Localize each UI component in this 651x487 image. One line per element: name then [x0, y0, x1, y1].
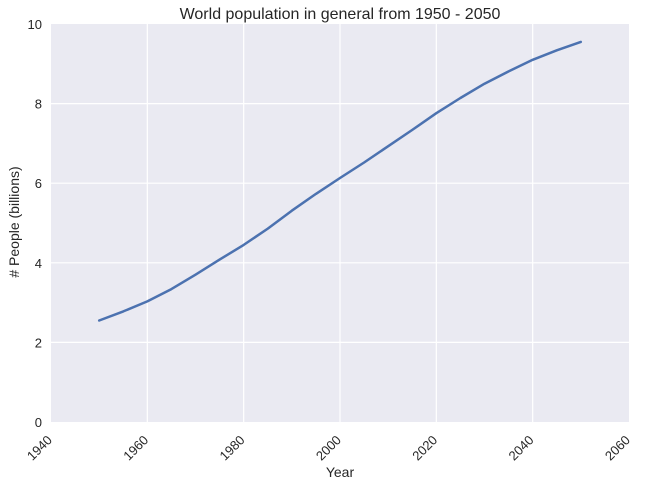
x-tick-label: 2020 [409, 432, 440, 463]
grid [51, 24, 629, 422]
y-tick-label: 4 [35, 256, 42, 271]
x-tick-label: 2040 [506, 432, 537, 463]
y-tick-label: 2 [35, 335, 42, 350]
y-tick-label: 6 [35, 176, 42, 191]
chart-title: World population in general from 1950 - … [180, 6, 501, 23]
y-tick-labels: 0 2 4 6 8 10 [28, 17, 42, 430]
x-axis-label: Year [326, 464, 355, 480]
x-tick-label: 1980 [217, 432, 248, 463]
y-tick-label: 10 [28, 17, 42, 32]
x-tick-labels: 1940 1960 1980 2000 2020 2040 2060 [24, 432, 633, 463]
x-tick-label: 2000 [313, 432, 344, 463]
x-tick-label: 1940 [24, 432, 55, 463]
y-axis-label: # People (billions) [6, 166, 22, 277]
series-line [97, 40, 583, 322]
x-tick-label: 1960 [120, 432, 151, 463]
y-tick-label: 0 [35, 415, 42, 430]
x-tick-label: 2060 [602, 432, 633, 463]
series-layer [97, 40, 583, 322]
y-tick-label: 8 [35, 97, 42, 112]
